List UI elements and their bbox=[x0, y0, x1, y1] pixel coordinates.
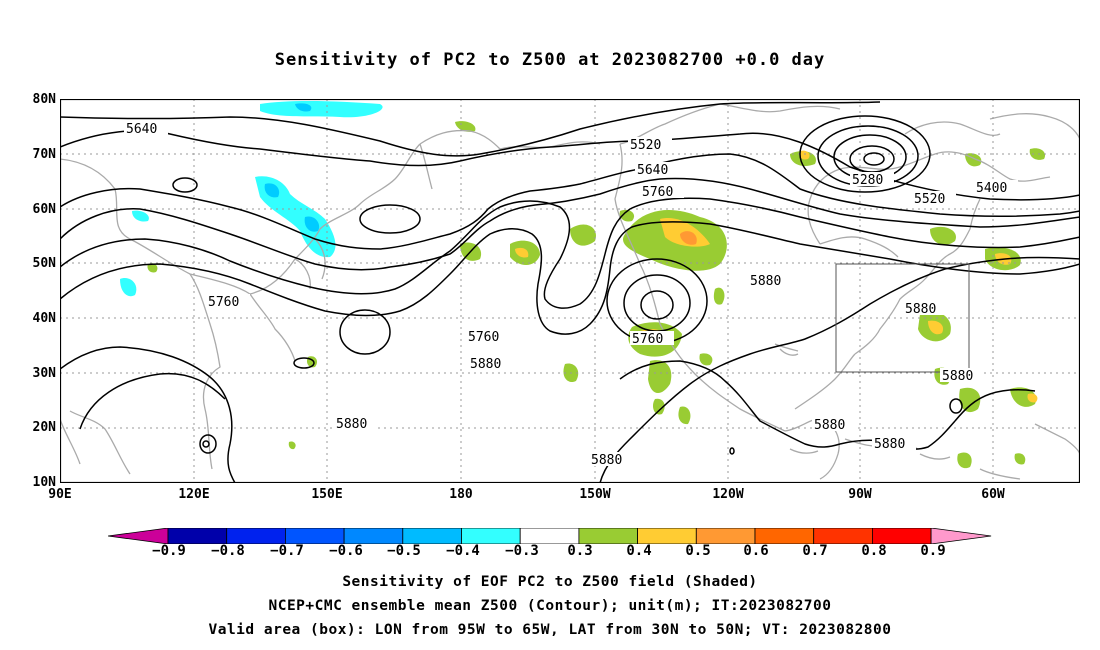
contour-label: 5400 bbox=[976, 181, 1007, 196]
colorbar-label: −0.5 bbox=[387, 543, 421, 559]
colorbar-segments bbox=[108, 528, 992, 544]
contour-label: 5880 bbox=[814, 418, 845, 433]
contour-label: 5640 bbox=[126, 122, 157, 137]
lon-label: 150E bbox=[311, 487, 343, 502]
colorbar-label: 0.6 bbox=[743, 543, 769, 559]
map-panel: 5640 5520 5640 5760 5280 5400 5520 5760 … bbox=[60, 99, 1080, 483]
lon-label: 120E bbox=[178, 487, 210, 502]
colorbar-segment bbox=[813, 528, 873, 544]
colorbar-label: −0.9 bbox=[152, 543, 186, 559]
colorbar-label: 0.8 bbox=[861, 543, 887, 559]
colorbar-label: −0.7 bbox=[270, 543, 304, 559]
colorbar-segment bbox=[754, 528, 815, 544]
contour-label: 5640 bbox=[637, 163, 668, 178]
colorbar-segment bbox=[402, 528, 462, 544]
colorbar-label: −0.3 bbox=[505, 543, 539, 559]
colorbar-segment bbox=[284, 528, 345, 544]
positive-sensitivity-shading bbox=[147, 121, 1046, 469]
colorbar-segment bbox=[872, 528, 932, 544]
colorbar-right-arrow bbox=[930, 528, 992, 544]
caption-line-1: Sensitivity of EOF PC2 to Z500 field (Sh… bbox=[342, 574, 758, 590]
contour-label: 5880 bbox=[470, 357, 501, 372]
lon-label: 60W bbox=[981, 487, 1005, 502]
lon-label: 120W bbox=[712, 487, 744, 502]
lon-label: 150W bbox=[579, 487, 611, 502]
caption-line-2: NCEP+CMC ensemble mean Z500 (Contour); u… bbox=[268, 598, 832, 614]
lat-label: 60N bbox=[32, 202, 56, 217]
valid-area-box bbox=[835, 263, 970, 373]
colorbar-left-arrow bbox=[108, 528, 169, 544]
contour-label: 5880 bbox=[874, 437, 905, 452]
colorbar-segment bbox=[461, 528, 521, 544]
lat-label: 10N bbox=[32, 475, 56, 490]
map-canvas: 5640 5520 5640 5760 5280 5400 5520 5760 … bbox=[60, 99, 1080, 483]
contour-label: 5880 bbox=[750, 274, 781, 289]
contour-label: 5880 bbox=[905, 302, 936, 317]
contour-label: 5760 bbox=[632, 332, 663, 347]
colorbar-segment bbox=[637, 528, 697, 544]
contour-label: 5520 bbox=[630, 138, 661, 153]
colorbar bbox=[108, 528, 992, 544]
colorbar-label: −0.8 bbox=[211, 543, 245, 559]
colorbar-segment bbox=[343, 528, 404, 544]
colorbar-label: 0.7 bbox=[802, 543, 828, 559]
contour-label: 5280 bbox=[852, 173, 883, 188]
colorbar-segment bbox=[695, 528, 756, 544]
contour-label: 5520 bbox=[914, 192, 945, 207]
colorbar-label: −0.4 bbox=[446, 543, 480, 559]
colorbar-segment bbox=[578, 528, 638, 544]
contour-label: 5760 bbox=[642, 185, 673, 200]
colorbar-label: 0.5 bbox=[685, 543, 711, 559]
lon-label: 180 bbox=[449, 487, 473, 502]
lat-label: 30N bbox=[32, 366, 56, 381]
lon-label: 90E bbox=[48, 487, 72, 502]
lat-label: 50N bbox=[32, 256, 56, 271]
contour-label: 5880 bbox=[591, 453, 622, 468]
contour-label: 5760 bbox=[468, 330, 499, 345]
coastlines bbox=[60, 103, 1080, 480]
lat-label: 70N bbox=[32, 147, 56, 162]
contour-label: 5760 bbox=[208, 295, 239, 310]
figure-title: Sensitivity of PC2 to Z500 at 2023082700… bbox=[274, 50, 826, 70]
lon-label: 90W bbox=[848, 487, 872, 502]
caption-line-3: Valid area (box): LON from 95W to 65W, L… bbox=[208, 622, 892, 638]
colorbar-segment bbox=[167, 528, 228, 544]
lat-lon-grid bbox=[60, 99, 1080, 483]
colorbar-label: 0.4 bbox=[626, 543, 652, 559]
lat-label: 20N bbox=[32, 420, 56, 435]
lat-label: 40N bbox=[32, 311, 56, 326]
colorbar-segment bbox=[226, 528, 286, 544]
colorbar-segment bbox=[519, 528, 580, 544]
contour-label-group: 5640 5520 5640 5760 5280 5400 5520 5760 … bbox=[124, 121, 1018, 468]
colorbar-label: 0.9 bbox=[920, 543, 946, 559]
contour-label: 5880 bbox=[942, 369, 973, 384]
z500-contours bbox=[60, 101, 1080, 483]
lat-label: 80N bbox=[32, 92, 56, 107]
colorbar-label: −0.6 bbox=[329, 543, 363, 559]
colorbar-label: 0.3 bbox=[567, 543, 593, 559]
contour-label: 5880 bbox=[336, 417, 367, 432]
